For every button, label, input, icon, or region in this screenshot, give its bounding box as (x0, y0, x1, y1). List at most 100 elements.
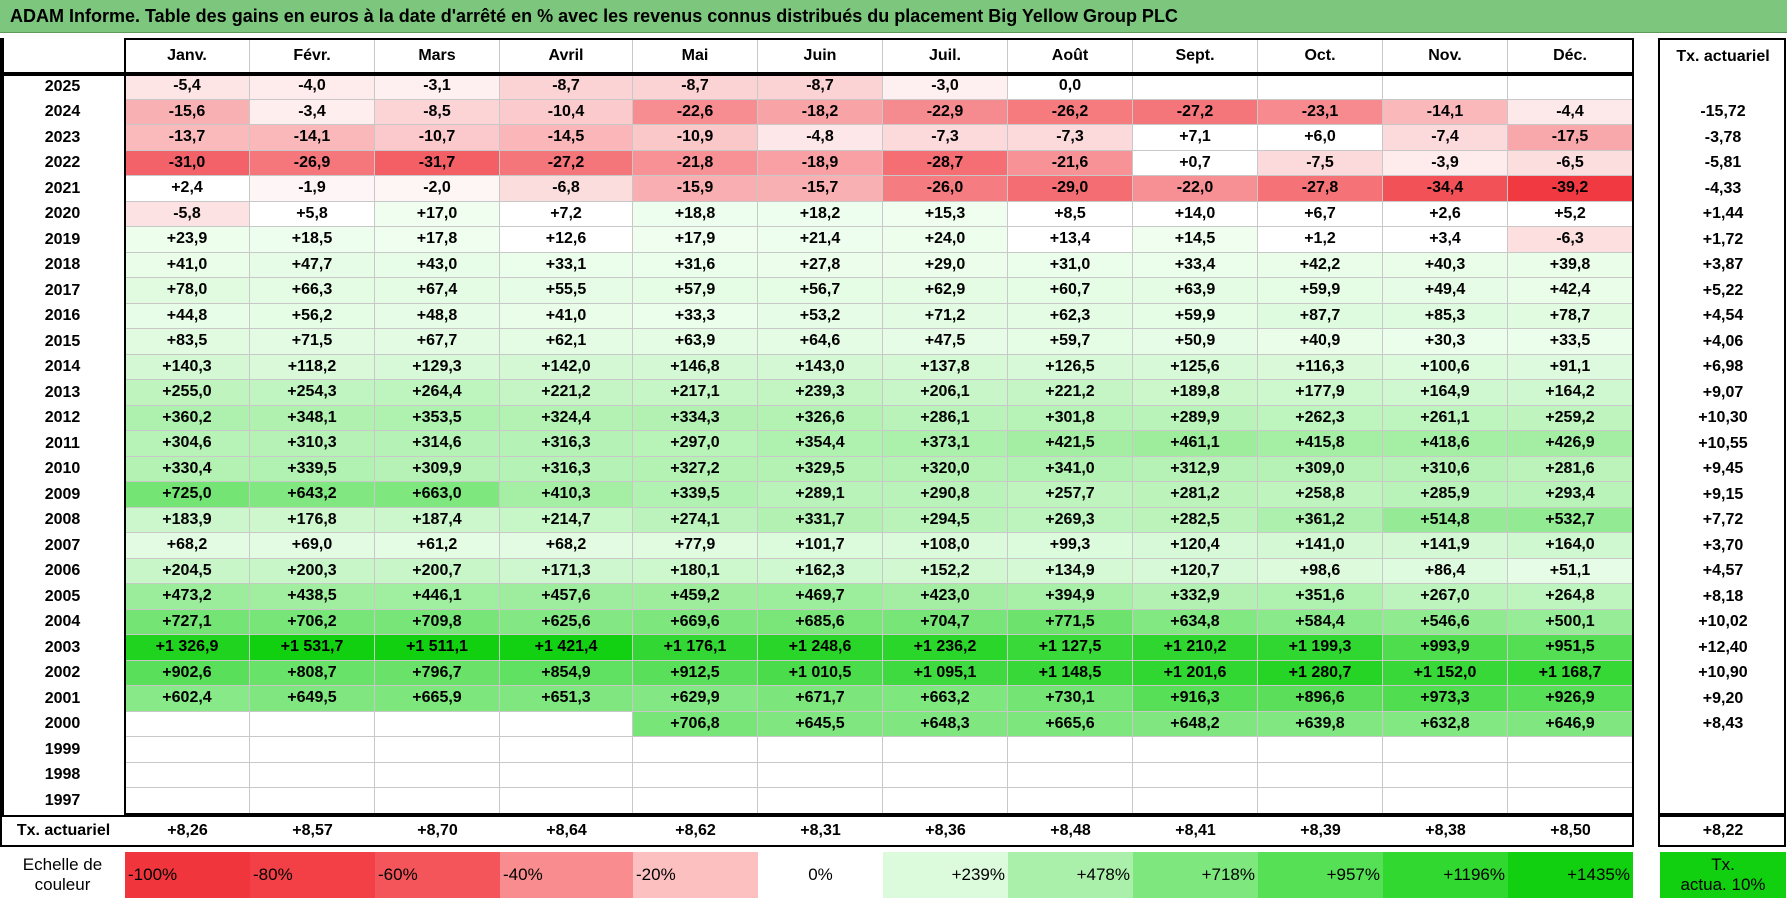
gain-cell: +706,2 (250, 609, 375, 635)
gain-cell: +459,2 (633, 584, 758, 610)
gain-cell: +57,9 (633, 278, 758, 304)
gain-cell: +1 326,9 (125, 635, 250, 661)
gain-cell: -31,0 (125, 150, 250, 176)
gain-cell: +30,3 (1383, 329, 1508, 355)
gain-cell: +289,9 (1133, 405, 1258, 431)
gain-cell: +255,0 (125, 380, 250, 406)
gain-cell: +118,2 (250, 354, 375, 380)
gain-cell: +62,1 (500, 329, 633, 355)
month-header: Janv. (125, 40, 250, 73)
annual-rate-cell: +9,15 (1702, 485, 1744, 503)
year-label: 2022 (44, 154, 81, 172)
gain-cell: +663,0 (375, 482, 500, 508)
gain-cell (125, 762, 250, 788)
month-header: Févr. (250, 40, 375, 73)
gain-cell: +421,5 (1008, 431, 1133, 457)
year-label: 2016 (44, 307, 81, 325)
gain-cell: -10,7 (375, 125, 500, 151)
gain-cell: +301,8 (1008, 405, 1133, 431)
gain-cell: +312,9 (1133, 456, 1258, 482)
gain-cell: +663,2 (883, 686, 1008, 712)
gain-cell: +665,6 (1008, 711, 1133, 737)
gain-cell: +141,9 (1383, 533, 1508, 559)
gain-cell: -23,1 (1258, 99, 1383, 125)
gain-cell (250, 711, 375, 737)
gain-cell (375, 788, 500, 814)
gain-cell: +214,7 (500, 507, 633, 533)
gain-cell: +221,2 (1008, 380, 1133, 406)
gain-cell: +171,3 (500, 558, 633, 584)
gain-cell: -7,3 (1008, 125, 1133, 151)
gain-cell: +60,7 (1008, 278, 1133, 304)
gain-cell: +632,8 (1383, 711, 1508, 737)
year-label: 1998 (44, 766, 81, 784)
gain-cell: +1 511,1 (375, 635, 500, 661)
gain-cell: +274,1 (633, 507, 758, 533)
gain-cell: +1 148,5 (1008, 660, 1133, 686)
gain-cell: +78,7 (1508, 303, 1633, 329)
legend-swatch: -20% (633, 852, 758, 898)
gain-cell (1383, 737, 1508, 763)
gain-cell: -7,5 (1258, 150, 1383, 176)
gain-cell: +546,6 (1383, 609, 1508, 635)
gain-cell: -4,4 (1508, 99, 1633, 125)
gain-cell: -18,2 (758, 99, 883, 125)
gain-cell: +334,3 (633, 405, 758, 431)
gain-cell: -3,4 (250, 99, 375, 125)
gain-cell: +2,4 (125, 176, 250, 202)
gain-cell: +353,5 (375, 405, 500, 431)
gain-cell: +5,2 (1508, 201, 1633, 227)
gain-cell: +3,4 (1383, 227, 1508, 253)
gain-cell: +297,0 (633, 431, 758, 457)
annual-rate-cell: +10,30 (1698, 409, 1748, 427)
gain-cell (1258, 762, 1383, 788)
annual-rate-cell: -5,81 (1704, 154, 1742, 172)
legend-swatch: +239% (883, 852, 1008, 898)
gain-cell: +27,8 (758, 252, 883, 278)
gain-cell: +1 421,4 (500, 635, 633, 661)
month-header: Oct. (1258, 40, 1383, 73)
gain-cell: +176,8 (250, 507, 375, 533)
annual-rate-cell: -15,72 (1700, 103, 1746, 121)
gain-cell: +21,4 (758, 227, 883, 253)
annual-rate-cell: +6,98 (1702, 358, 1744, 376)
gain-cell: -14,5 (500, 125, 633, 151)
gain-cell: +1 236,2 (883, 635, 1008, 661)
gain-cell: -3,9 (1383, 150, 1508, 176)
annual-rate-cell: +8,18 (1702, 587, 1744, 605)
gain-cell: +329,5 (758, 456, 883, 482)
gain-cell: -5,8 (125, 201, 250, 227)
gain-cell: +61,2 (375, 533, 500, 559)
gain-cell: +17,9 (633, 227, 758, 253)
gain-cell: +685,6 (758, 609, 883, 635)
gain-cell (883, 788, 1008, 814)
gain-cell: +706,8 (633, 711, 758, 737)
gain-cell: +59,9 (1133, 303, 1258, 329)
annual-rate-cell: +4,57 (1702, 562, 1744, 580)
legend-swatch: +957% (1258, 852, 1383, 898)
gain-cell: +304,6 (125, 431, 250, 457)
gain-cell: +68,2 (125, 533, 250, 559)
gain-cell: +14,5 (1133, 227, 1258, 253)
year-label: 2011 (45, 434, 80, 452)
year-label: 2002 (44, 664, 81, 682)
annual-rate-cell: +1,44 (1702, 205, 1744, 223)
footer-rate-cell: +8,62 (675, 821, 716, 839)
gain-cell: +643,2 (250, 482, 375, 508)
footer-rate-cell: +8,64 (546, 821, 587, 839)
gain-cell: +69,0 (250, 533, 375, 559)
gain-cell: +6,7 (1258, 201, 1383, 227)
gain-cell: +152,2 (883, 558, 1008, 584)
gain-cell: +282,5 (1133, 507, 1258, 533)
gain-cell: +410,3 (500, 482, 633, 508)
gain-cell: +326,6 (758, 405, 883, 431)
year-label: 2025 (44, 77, 81, 95)
gain-cell: +281,6 (1508, 456, 1633, 482)
gain-cell: +8,5 (1008, 201, 1133, 227)
gain-cell: +286,1 (883, 405, 1008, 431)
gain-cell: +47,7 (250, 252, 375, 278)
gain-cell: -7,3 (883, 125, 1008, 151)
gain-cell: +143,0 (758, 354, 883, 380)
gain-cell: +42,4 (1508, 278, 1633, 304)
annual-rate-cell: +10,02 (1698, 613, 1748, 631)
